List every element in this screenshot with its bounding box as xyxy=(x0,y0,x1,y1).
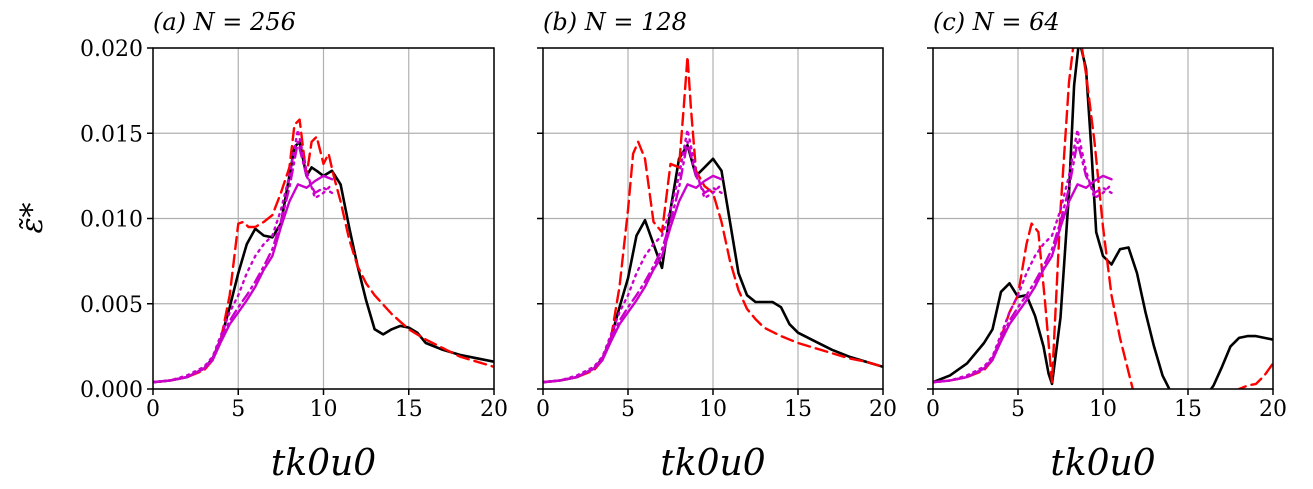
x-tick-label: 0 xyxy=(926,397,940,422)
x-tick-label: 20 xyxy=(480,397,508,422)
x-tick-label: 5 xyxy=(1011,397,1025,422)
panel-1: 0 5 10 15 20 0.000 0.005 0.010 0.015 0.020 (a) N =… xyxy=(80,8,508,484)
x-tick-label: 0 xyxy=(146,397,160,422)
series-group xyxy=(543,55,883,384)
series-line-dashdot xyxy=(543,140,723,384)
series-line-dashed xyxy=(543,55,883,384)
series-group xyxy=(153,118,494,384)
x-tick-label: 20 xyxy=(1259,397,1287,422)
series-line-dotted xyxy=(933,128,1113,384)
panel-3: 0 5 10 15 20 (c) N = 64 tk0u0 xyxy=(926,8,1287,484)
y-tick-label: 0.000 xyxy=(80,378,143,403)
x-tick-label: 0 xyxy=(536,397,550,422)
panel-title: (c) N = 64 xyxy=(933,8,1060,36)
x-tick-label: 10 xyxy=(1089,397,1117,422)
y-axis-label: ε̃* xyxy=(15,202,50,233)
panel-title: (b) N = 128 xyxy=(543,8,687,36)
x-axis-label: tk0u0 xyxy=(1050,443,1155,484)
x-axis-label: tk0u0 xyxy=(271,443,376,484)
series-group xyxy=(933,48,1273,389)
series-line-dotted xyxy=(153,128,334,384)
series-line-solid xyxy=(153,140,494,384)
series-line-solid xyxy=(153,174,334,384)
series-line-solid xyxy=(933,174,1113,384)
series-line-solid xyxy=(543,174,723,384)
x-tick-label: 10 xyxy=(699,397,727,422)
x-tick-label: 10 xyxy=(310,397,338,422)
panel-2: 0 5 10 15 20 (b) N = 128 tk0u0 xyxy=(536,8,897,484)
y-tick-label: 0.015 xyxy=(80,122,143,147)
panels: 0 5 10 15 20 0.000 0.005 0.010 0.015 0.020 (a) N =… xyxy=(80,8,1287,484)
y-tick-label: 0.005 xyxy=(80,293,143,318)
x-tick-label: 5 xyxy=(621,397,635,422)
series-line-dashdot xyxy=(153,140,334,384)
series-line-solid xyxy=(933,48,1273,389)
x-tick-label: 15 xyxy=(1174,397,1202,422)
series-line-dashdot xyxy=(933,140,1113,384)
x-tick-label: 20 xyxy=(869,397,897,422)
x-tick-label: 5 xyxy=(231,397,245,422)
x-axis-label: tk0u0 xyxy=(660,443,765,484)
panel-title: (a) N = 256 xyxy=(153,8,296,36)
series-line-dotted xyxy=(543,128,723,384)
y-tick-label: 0.020 xyxy=(80,37,143,62)
y-tick-label: 0.010 xyxy=(80,208,143,233)
x-tick-label: 15 xyxy=(395,397,423,422)
x-tick-label: 15 xyxy=(784,397,812,422)
